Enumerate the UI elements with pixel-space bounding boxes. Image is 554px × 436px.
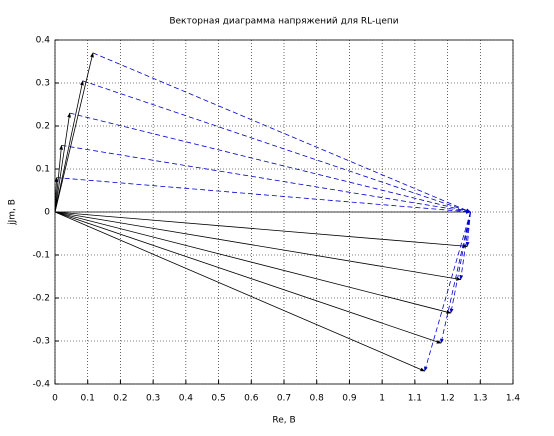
- vector: [54, 80, 84, 213]
- vector: [54, 211, 462, 281]
- dashed-vector: [82, 80, 471, 213]
- dashed-vector: [69, 112, 471, 213]
- dashed-vector: [61, 144, 471, 214]
- dashed-vector: [92, 52, 471, 213]
- y-axis-label: jJm, B: [8, 199, 18, 226]
- x-tick-label: 0.5: [211, 394, 225, 404]
- y-tick-label: 0.2: [36, 122, 50, 132]
- y-tick-label: 0: [44, 208, 50, 218]
- y-tick-label: 0.4: [36, 36, 51, 46]
- x-tick-label: 1.4: [506, 394, 521, 404]
- dashed-vector: [449, 211, 471, 314]
- chart-title: Векторная диаграмма напряжений для RL-це…: [169, 17, 398, 27]
- x-tick-label: 0.2: [113, 394, 127, 404]
- vector: [54, 112, 71, 213]
- x-tick-label: 0: [52, 394, 58, 404]
- vector: [54, 211, 426, 372]
- dashed-vector: [465, 211, 471, 247]
- x-tick-label: 0.7: [277, 394, 291, 404]
- y-tick-label: -0.2: [32, 294, 50, 304]
- x-tick-label: 0.3: [146, 394, 160, 404]
- x-tick-label: 0.8: [310, 394, 325, 404]
- vector: [54, 144, 64, 213]
- x-tick-label: 0.6: [244, 394, 259, 404]
- x-tick-label: 0.4: [179, 394, 194, 404]
- y-tick-label: -0.1: [32, 251, 50, 261]
- dashed-vector: [440, 211, 471, 344]
- vector: [54, 211, 452, 314]
- vector: [54, 211, 468, 248]
- vector: [54, 52, 94, 213]
- dashed-vector: [424, 211, 471, 372]
- y-tick-label: -0.4: [32, 380, 50, 390]
- x-tick-label: 0.1: [81, 394, 95, 404]
- y-tick-label: 0.1: [36, 165, 50, 175]
- vector: [54, 211, 442, 344]
- x-tick-label: 1: [379, 394, 385, 404]
- x-axis-label: Re, B: [272, 416, 295, 426]
- x-tick-label: 1.1: [408, 394, 422, 404]
- x-tick-label: 0.9: [342, 394, 357, 404]
- x-tick-label: 1.3: [473, 394, 487, 404]
- x-tick-label: 1.2: [440, 394, 454, 404]
- dashed-vector: [56, 177, 471, 214]
- y-tick-label: 0.3: [36, 79, 50, 89]
- y-tick-label: -0.3: [32, 337, 50, 347]
- dashed-vector: [459, 211, 471, 280]
